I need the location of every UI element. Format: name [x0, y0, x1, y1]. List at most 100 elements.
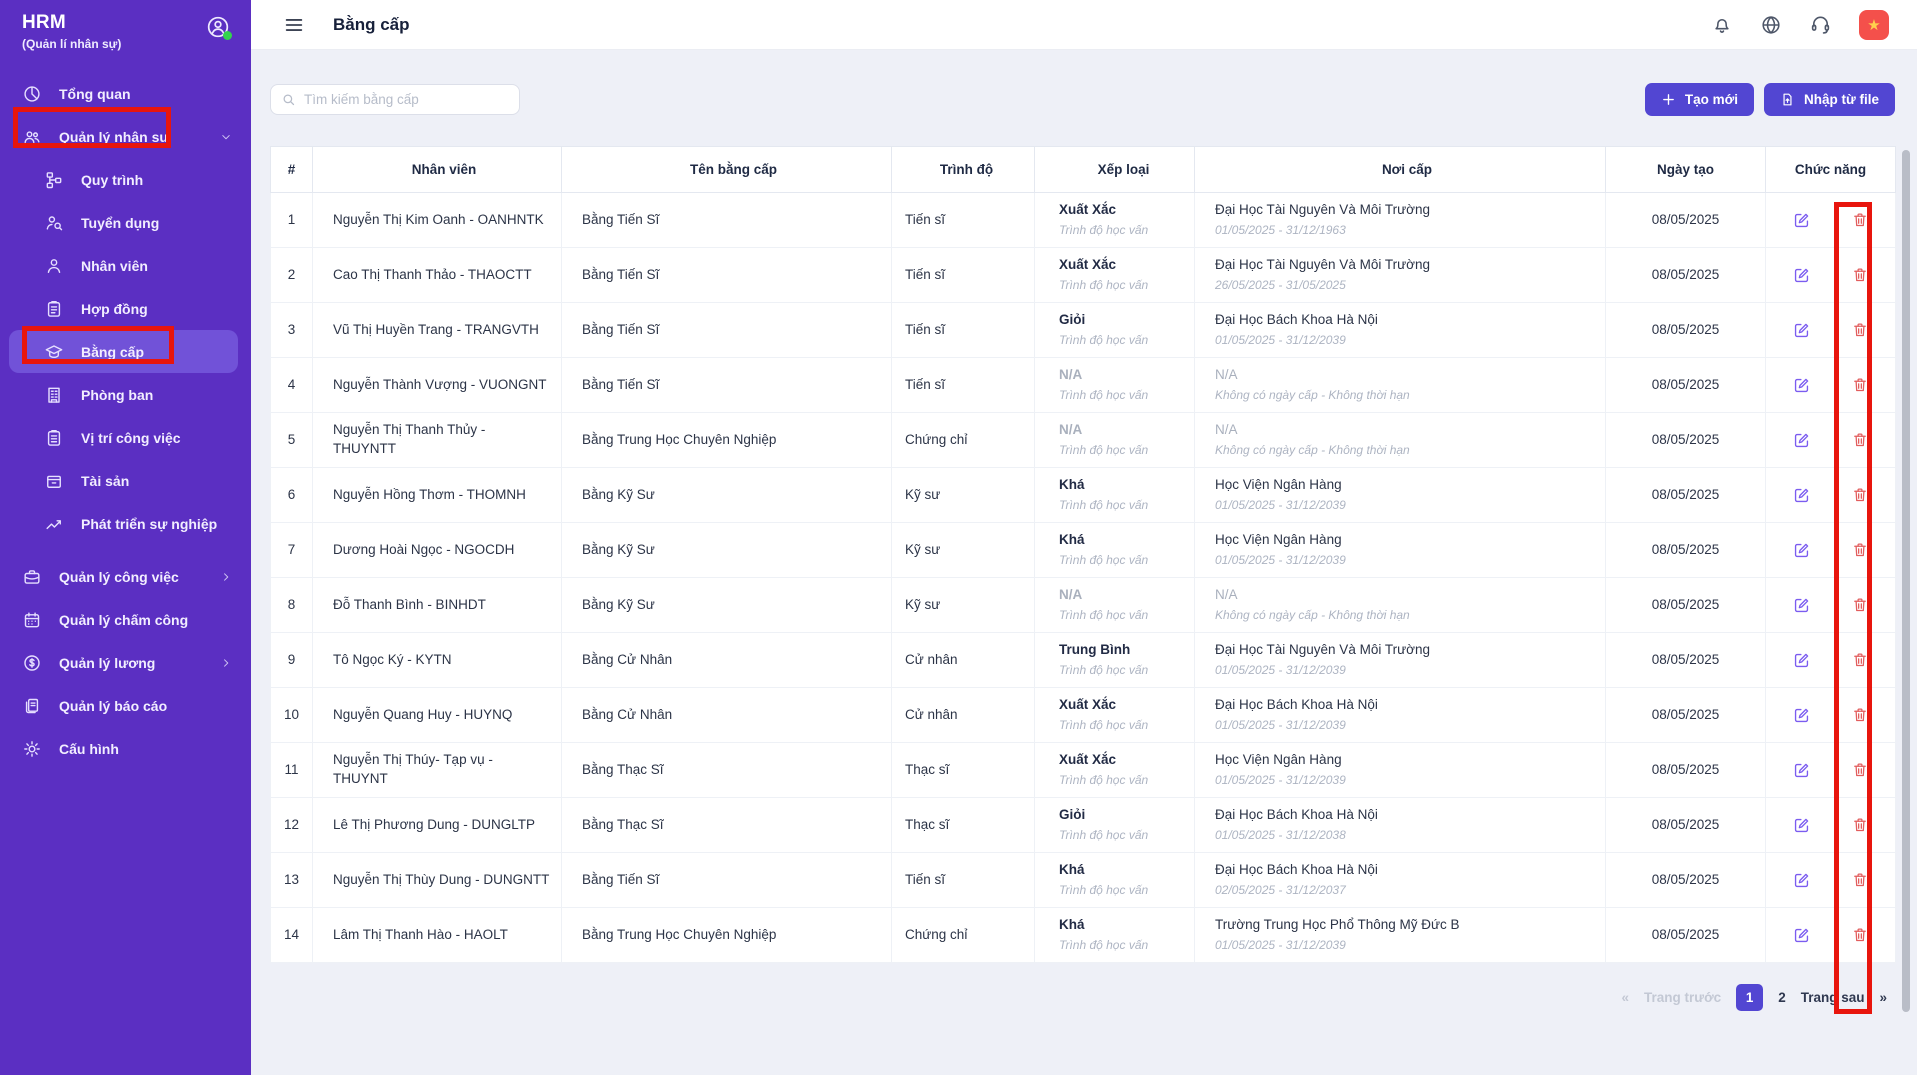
issuer-period: 01/05/2025 - 31/12/2039: [1215, 553, 1346, 568]
search-input[interactable]: [304, 92, 509, 107]
sidebar-item-quan-ly-luong[interactable]: Quản lý lương: [0, 641, 251, 684]
edit-icon[interactable]: [1792, 211, 1811, 230]
sidebar-item-phat-trien-su-nghiep[interactable]: Phát triển sự nghiệp: [0, 502, 251, 545]
trend-up-icon: [44, 513, 66, 535]
edit-icon[interactable]: [1792, 761, 1811, 780]
sidebar-item-label: Phòng ban: [81, 386, 154, 403]
table-row: 7 Dương Hoài Ngọc - NGOCDH Bằng Kỹ Sư Kỹ sư…: [270, 522, 1896, 578]
grade-cell: N/A Trình độ học vấn: [1034, 577, 1195, 633]
row-number: 1: [270, 192, 313, 248]
delete-icon[interactable]: [1851, 706, 1869, 724]
employee-name: Nguyễn Thành Vượng - VUONGNT: [312, 357, 562, 413]
sidebar-item-label: Bằng cấp: [81, 343, 145, 360]
delete-icon[interactable]: [1851, 871, 1869, 889]
sidebar-item-quy-trinh[interactable]: Quy trình: [0, 158, 251, 201]
degree-level: Thạc sĩ: [891, 742, 1035, 798]
sidebar-item-quan-ly-cham-cong[interactable]: Quản lý chấm công: [0, 598, 251, 641]
issuer-cell: N/A Không có ngày cấp - Không thời hạn: [1194, 357, 1606, 413]
delete-icon[interactable]: [1851, 926, 1869, 944]
grade-cell: N/A Trình độ học vấn: [1034, 357, 1195, 413]
edit-icon[interactable]: [1792, 266, 1811, 285]
edit-icon[interactable]: [1792, 321, 1811, 340]
delete-icon[interactable]: [1851, 211, 1869, 229]
grade-note: Trình độ học vấn: [1059, 553, 1149, 568]
delete-icon[interactable]: [1851, 431, 1869, 449]
actions-cell: [1765, 247, 1896, 303]
created-date: 08/05/2025: [1605, 192, 1766, 248]
vertical-scrollbar[interactable]: [1902, 150, 1910, 1012]
sidebar-item-hop-dong[interactable]: Hợp đồng: [0, 287, 251, 330]
menu-toggle-icon[interactable]: [283, 14, 305, 36]
sidebar-item-label: Quản lý lương: [59, 654, 156, 671]
sidebar-item-tong-quan[interactable]: Tổng quan: [0, 72, 251, 115]
sidebar-item-quan-ly-nhan-su[interactable]: Quản lý nhân sự: [0, 115, 251, 158]
edit-icon[interactable]: [1792, 486, 1811, 505]
employee-name: Tô Ngọc Ký - KYTN: [312, 632, 562, 688]
support-icon[interactable]: [1809, 13, 1832, 36]
app-subtitle: (Quản lí nhân sự): [22, 37, 122, 51]
edit-icon[interactable]: [1792, 541, 1811, 560]
globe-icon[interactable]: [1760, 14, 1782, 36]
edit-icon[interactable]: [1792, 651, 1811, 670]
sidebar-item-quan-ly-bao-cao[interactable]: Quản lý báo cáo: [0, 684, 251, 727]
sidebar-item-tuyen-dung[interactable]: Tuyển dụng: [0, 201, 251, 244]
prev-page-arrow[interactable]: «: [1621, 990, 1630, 1005]
edit-icon[interactable]: [1792, 431, 1811, 450]
report-icon: [22, 695, 44, 717]
edit-icon[interactable]: [1792, 376, 1811, 395]
pagination: « Trang trước 1 2 Trang sau »: [251, 963, 1917, 1011]
grade-note: Trình độ học vấn: [1059, 773, 1149, 788]
sidebar-item-cau-hinh[interactable]: Cấu hình: [0, 727, 251, 770]
edit-icon[interactable]: [1792, 706, 1811, 725]
issuer-cell: Học Viện Ngân Hàng 01/05/2025 - 31/12/203…: [1194, 742, 1606, 798]
sidebar-item-phong-ban[interactable]: Phòng ban: [0, 373, 251, 416]
page-button-2[interactable]: 2: [1778, 990, 1786, 1005]
degree-level: Tiến sĩ: [891, 302, 1035, 358]
issuer-period: Không có ngày cấp - Không thời hạn: [1215, 388, 1410, 403]
delete-icon[interactable]: [1851, 816, 1869, 834]
grade-note: Trình độ học vấn: [1059, 443, 1149, 458]
prev-page-button[interactable]: Trang trước: [1644, 990, 1722, 1005]
next-page-arrow[interactable]: »: [1879, 990, 1887, 1005]
sidebar-item-vi-tri-cong-viec[interactable]: Vị trí công việc: [0, 416, 251, 459]
degree-level: Tiến sĩ: [891, 192, 1035, 248]
delete-icon[interactable]: [1851, 541, 1869, 559]
delete-icon[interactable]: [1851, 486, 1869, 504]
degree-name: Bằng Cử Nhân: [561, 687, 892, 743]
bell-icon[interactable]: [1711, 14, 1733, 36]
grade-note: Trình độ học vấn: [1059, 938, 1149, 953]
delete-icon[interactable]: [1851, 376, 1869, 394]
sidebar-item-label: Vị trí công việc: [81, 429, 181, 446]
edit-icon[interactable]: [1792, 871, 1811, 890]
page-button-1[interactable]: 1: [1736, 984, 1764, 1011]
create-button[interactable]: Tạo mới: [1644, 83, 1754, 116]
sidebar-item-tai-san[interactable]: Tài sản: [0, 459, 251, 502]
row-number: 9: [270, 632, 313, 688]
vietnam-flag-icon[interactable]: ★: [1859, 9, 1889, 40]
dollar-circle-icon: [22, 652, 44, 674]
delete-icon[interactable]: [1851, 266, 1869, 284]
degree-level: Thạc sĩ: [891, 797, 1035, 853]
delete-icon[interactable]: [1851, 651, 1869, 669]
grade-value: N/A: [1059, 367, 1083, 383]
user-avatar-icon[interactable]: [205, 14, 232, 40]
delete-icon[interactable]: [1851, 761, 1869, 779]
issuer-cell: Đại Học Bách Khoa Hà Nội 02/05/2025 - 31/…: [1194, 852, 1606, 908]
edit-icon[interactable]: [1792, 816, 1811, 835]
degree-name: Bằng Kỹ Sư: [561, 577, 892, 633]
delete-icon[interactable]: [1851, 596, 1869, 614]
sidebar-item-quan-ly-cong-viec[interactable]: Quản lý công việc: [0, 555, 251, 598]
next-page-button[interactable]: Trang sau: [1800, 990, 1865, 1005]
table-row: 1 Nguyễn Thị Kim Oanh - OANHNTK Bằng Tiến …: [270, 192, 1896, 248]
created-date: 08/05/2025: [1605, 687, 1766, 743]
edit-icon[interactable]: [1792, 596, 1811, 615]
degree-name: Bằng Cử Nhân: [561, 632, 892, 688]
import-button[interactable]: Nhập từ file: [1763, 83, 1895, 116]
issuer-period: 01/05/2025 - 31/12/2039: [1215, 498, 1346, 513]
edit-icon[interactable]: [1792, 926, 1811, 945]
delete-icon[interactable]: [1851, 321, 1869, 339]
actions-cell: [1765, 687, 1896, 743]
sidebar-item-bang-cap[interactable]: Bằng cấp: [9, 330, 238, 373]
sidebar-item-nhan-vien[interactable]: Nhân viên: [0, 244, 251, 287]
